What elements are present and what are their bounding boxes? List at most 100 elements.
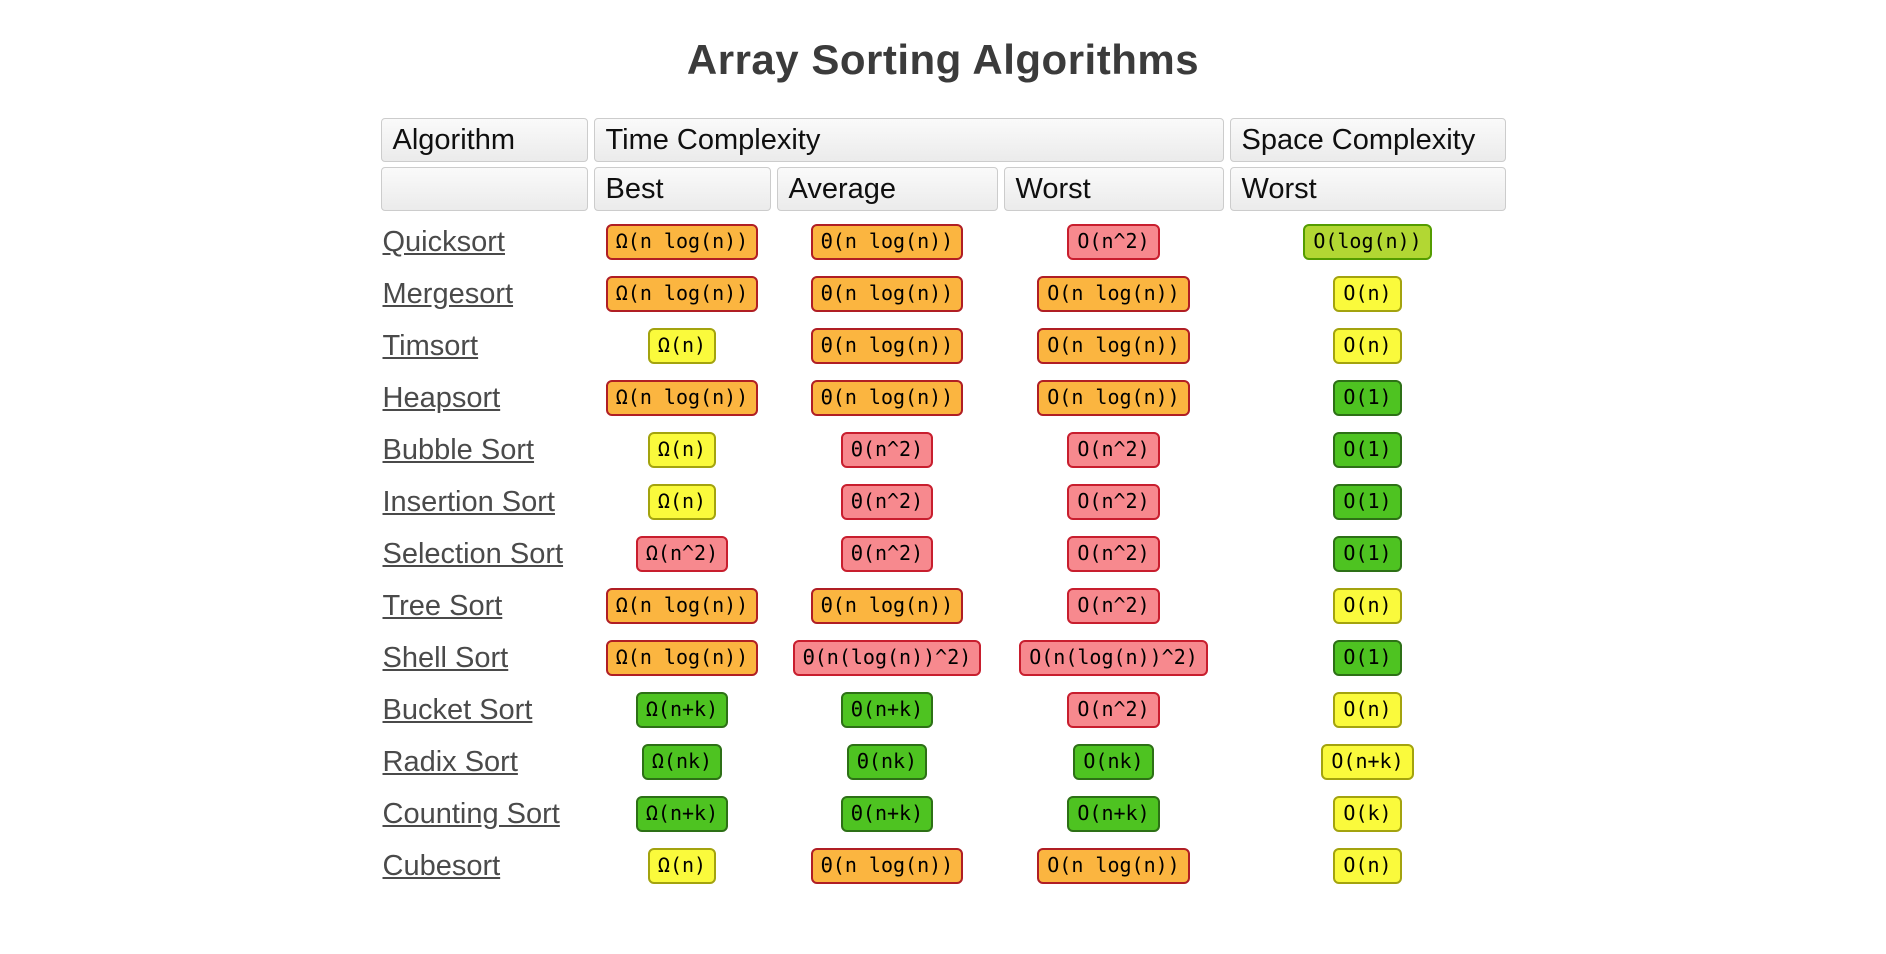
space-cell: O(n) [1230,588,1506,624]
worst-cell: O(n log(n)) [1004,328,1224,364]
space-cell: O(n) [1230,328,1506,364]
algorithm-link-insertion-sort[interactable]: Insertion Sort [382,485,555,518]
worst-cell: O(n log(n)) [1004,380,1224,416]
algorithm-link-bucket-sort[interactable]: Bucket Sort [382,693,533,726]
complexity-badge: Ω(n log(n)) [605,588,759,624]
average-cell: Θ(nk) [777,744,998,780]
complexity-badge: Ω(n) [647,432,717,468]
algorithm-link-bubble-sort[interactable]: Bubble Sort [382,433,535,466]
best-cell: Ω(n) [594,848,771,884]
algorithm-link-radix-sort[interactable]: Radix Sort [382,745,518,778]
table-row: Mergesort Ω(n log(n)) Θ(n log(n)) O(n lo… [381,268,1506,320]
best-cell: Ω(n log(n)) [594,380,771,416]
complexity-badge: O(log(n)) [1303,224,1432,260]
average-cell: Θ(n log(n)) [777,276,998,312]
complexity-badge: Θ(n log(n)) [810,848,964,884]
complexity-badge: Θ(n log(n)) [810,224,964,260]
complexity-badge: O(n log(n)) [1037,276,1190,312]
complexity-badge: O(1) [1333,536,1402,572]
algorithm-link-heapsort[interactable]: Heapsort [382,381,501,414]
space-cell: O(n+k) [1230,744,1506,780]
complexity-badge: O(n+k) [1067,796,1160,832]
complexity-badge: Θ(n+k) [840,796,934,832]
complexity-badge: O(n) [1333,692,1402,728]
best-cell: Ω(n log(n)) [594,224,771,260]
page-title: Array Sorting Algorithms [686,36,1200,83]
header-average: Average [776,167,998,211]
complexity-badge: Θ(n log(n)) [810,328,964,364]
worst-cell: O(n^2) [1004,588,1224,624]
average-cell: Θ(n log(n)) [777,848,998,884]
algorithm-link-tree-sort[interactable]: Tree Sort [382,589,503,622]
complexity-badge: O(n) [1333,276,1402,312]
complexity-badge: O(n^2) [1067,536,1160,572]
header-space-complexity: Space Complexity [1229,118,1506,162]
worst-cell: O(n(log(n))^2) [1004,640,1224,676]
algorithm-link-timsort[interactable]: Timsort [382,329,479,362]
header-best: Best [593,167,771,211]
complexity-badge: O(n^2) [1067,692,1160,728]
table-row: Quicksort Ω(n log(n)) Θ(n log(n)) O(n^2)… [381,216,1506,268]
complexity-badge: Θ(n+k) [840,692,934,728]
table-row: Counting Sort Ω(n+k) Θ(n+k) O(n+k) O(k) [381,788,1506,840]
complexity-badge: Θ(nk) [846,744,928,780]
average-cell: Θ(n(log(n))^2) [777,640,998,676]
header-empty-cell [380,167,588,211]
complexity-badge: Θ(n log(n)) [810,588,964,624]
header-space-worst: Worst [1229,167,1506,211]
best-cell: Ω(n+k) [594,692,771,728]
complexity-badge: Ω(n) [647,484,717,520]
complexity-badge: Ω(n+k) [635,692,729,728]
best-cell: Ω(n log(n)) [594,640,771,676]
average-cell: Θ(n^2) [777,432,998,468]
worst-cell: O(n^2) [1004,692,1224,728]
worst-cell: O(n^2) [1004,432,1224,468]
complexity-badge: Ω(n+k) [635,796,729,832]
header-worst: Worst [1003,167,1224,211]
algorithm-link-mergesort[interactable]: Mergesort [382,277,514,310]
best-cell: Ω(n) [594,432,771,468]
complexity-badge: Θ(n^2) [840,432,934,468]
best-cell: Ω(nk) [594,744,771,780]
table-row: Insertion Sort Ω(n) Θ(n^2) O(n^2) O(1) [381,476,1506,528]
space-cell: O(1) [1230,640,1506,676]
algorithm-link-cubesort[interactable]: Cubesort [382,849,501,882]
space-cell: O(n) [1230,276,1506,312]
complexity-badge: O(n) [1333,328,1402,364]
complexity-badge: Θ(n^2) [840,484,934,520]
complexity-badge: O(1) [1333,640,1402,676]
algorithm-link-quicksort[interactable]: Quicksort [382,225,505,258]
worst-cell: O(n+k) [1004,796,1224,832]
complexity-badge: O(n log(n)) [1037,380,1190,416]
average-cell: Θ(n+k) [777,692,998,728]
complexity-badge: O(k) [1333,796,1402,832]
space-cell: O(1) [1230,484,1506,520]
table-row: Bucket Sort Ω(n+k) Θ(n+k) O(n^2) O(n) [381,684,1506,736]
best-cell: Ω(n) [594,484,771,520]
space-cell: O(k) [1230,796,1506,832]
average-cell: Θ(n log(n)) [777,224,998,260]
worst-cell: O(n log(n)) [1004,276,1224,312]
algorithm-link-counting-sort[interactable]: Counting Sort [382,797,560,830]
complexity-badge: O(n log(n)) [1037,848,1190,884]
complexity-badge: Ω(nk) [641,744,723,780]
space-cell: O(1) [1230,432,1506,468]
table-row: Timsort Ω(n) Θ(n log(n)) O(n log(n)) O(n… [381,320,1506,372]
table-row: Shell Sort Ω(n log(n)) Θ(n(log(n))^2) O(… [381,632,1506,684]
average-cell: Θ(n^2) [777,536,998,572]
algorithm-link-selection-sort[interactable]: Selection Sort [382,537,564,570]
worst-cell: O(n^2) [1004,224,1224,260]
table-row: Heapsort Ω(n log(n)) Θ(n log(n)) O(n log… [381,372,1506,424]
complexity-badge: O(nk) [1073,744,1154,780]
complexity-badge: O(n^2) [1067,432,1160,468]
table-row: Bubble Sort Ω(n) Θ(n^2) O(n^2) O(1) [381,424,1506,476]
average-cell: Θ(n^2) [777,484,998,520]
complexity-badge: Ω(n log(n)) [605,380,759,416]
complexity-badge: Θ(n log(n)) [810,276,964,312]
complexity-badge: O(n) [1333,588,1402,624]
complexity-badge: O(n^2) [1067,588,1160,624]
algorithm-link-shell-sort[interactable]: Shell Sort [382,641,509,674]
complexity-badge: Θ(n log(n)) [810,380,964,416]
worst-cell: O(n log(n)) [1004,848,1224,884]
space-cell: O(n) [1230,848,1506,884]
